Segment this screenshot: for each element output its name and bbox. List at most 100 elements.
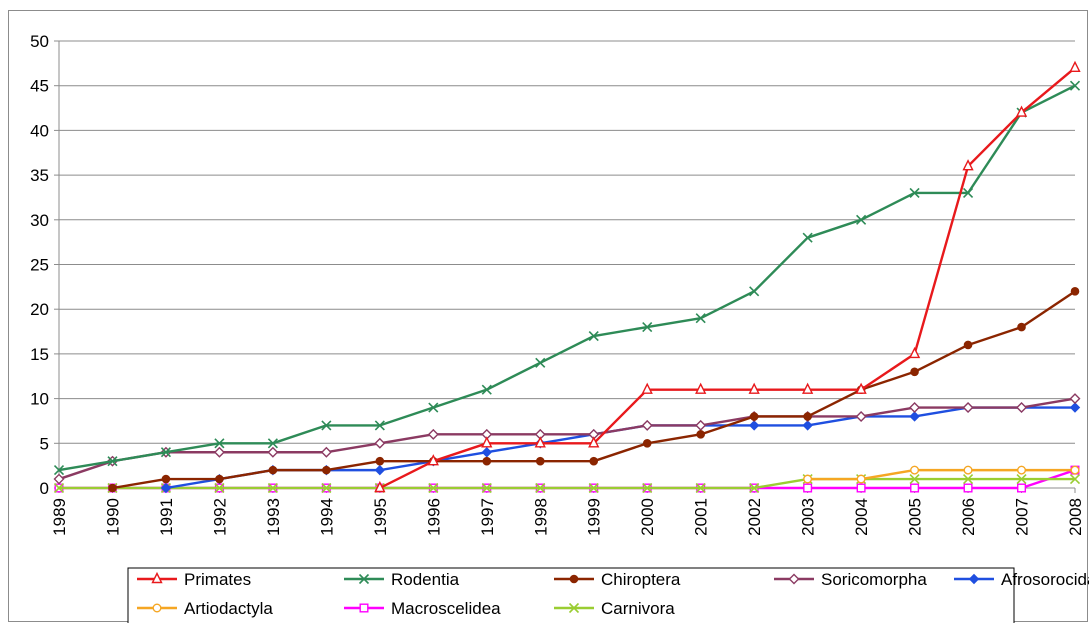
data-point-rodentia-stroke — [214, 438, 225, 449]
data-point-carnivora — [428, 482, 439, 494]
data-point-macroscelidea — [963, 483, 973, 493]
data-point-rodentia-stroke — [267, 438, 278, 449]
data-point-rodentia — [428, 402, 439, 413]
data-point-soricomorpha — [695, 419, 707, 431]
data-point-macroscelidea — [803, 483, 813, 493]
data-point-primates — [481, 436, 493, 448]
y-tick-label: 20 — [30, 300, 49, 319]
data-point-rodentia — [962, 187, 974, 199]
data-point-rodentia — [267, 438, 278, 449]
data-point-carnivora — [53, 482, 65, 494]
data-point-primates — [962, 159, 974, 171]
x-tick-label: 2006 — [959, 498, 978, 536]
x-tick-label: 1992 — [210, 498, 229, 536]
series-line-artiodactyla — [807, 468, 1075, 481]
x-tick-label: 1997 — [478, 498, 497, 536]
data-point-primates — [695, 382, 707, 394]
data-point-carnivora-stroke — [321, 482, 332, 494]
data-point-rodentia — [321, 420, 332, 431]
data-point-soricomorpha — [320, 446, 332, 458]
data-point-rodentia — [53, 465, 65, 476]
data-point-carnivora-stroke — [695, 482, 706, 494]
data-point-rodentia — [535, 357, 546, 368]
data-point-rodentia — [909, 187, 920, 199]
y-tick-label: 15 — [30, 345, 49, 364]
data-point-carnivora-stroke — [749, 482, 760, 494]
data-point-soricomorpha — [641, 419, 653, 431]
data-point-rodentia — [642, 322, 653, 333]
legend-label-rodentia: Rodentia — [391, 570, 460, 589]
legend-marker-afrosorocida — [968, 573, 980, 585]
data-point-rodentia — [749, 286, 760, 297]
data-point-primates — [908, 346, 921, 359]
data-point-rodentia-stroke — [909, 187, 920, 199]
legend-marker-primates — [151, 571, 163, 584]
data-point-artiodactyla — [963, 465, 973, 475]
data-point-rodentia-stroke — [802, 232, 813, 243]
legend-label-primates: Primates — [184, 570, 251, 589]
data-point-carnivora — [642, 482, 653, 494]
data-point-carnivora — [695, 482, 706, 494]
data-point-carnivora-stroke — [535, 482, 546, 494]
data-point-chiroptera — [803, 412, 812, 421]
legend-marker-carnivora-stroke — [568, 602, 580, 614]
data-point-rodentia-stroke — [428, 402, 439, 413]
data-point-afrosorocida — [802, 420, 813, 431]
data-point-rodentia — [588, 330, 599, 342]
legend-marker-artiodactyla — [152, 603, 162, 613]
data-point-chiroptera — [375, 456, 385, 466]
series-primates — [374, 60, 1081, 493]
series-soricomorpha — [53, 393, 1081, 485]
data-point-rodentia — [1069, 80, 1081, 91]
legend-marker-rodentia-stroke — [358, 573, 370, 585]
data-point-carnivora-stroke — [909, 473, 920, 485]
data-point-afrosorocida — [748, 420, 760, 431]
y-tick-label: 25 — [30, 256, 49, 275]
x-tick-label: 2001 — [692, 498, 711, 536]
series-artiodactyla — [803, 465, 1080, 484]
data-point-carnivora-stroke — [481, 482, 492, 494]
data-point-chiroptera — [1017, 322, 1026, 332]
data-point-carnivora-stroke — [962, 473, 974, 485]
y-tick-label: 50 — [30, 32, 49, 51]
data-point-rodentia — [107, 456, 118, 467]
legend-marker-carnivora — [568, 602, 580, 614]
series-line-soricomorpha — [58, 397, 1076, 481]
data-point-soricomorpha — [962, 402, 974, 414]
data-point-rodentia-stroke — [321, 420, 332, 431]
series-layer — [53, 60, 1081, 494]
data-point-rodentia — [856, 214, 867, 225]
line-chart: 0 5 10 15 20 25 30 35 40 45 50 1989 1990 1991 1992 199… — [30, 32, 1092, 627]
data-point-primates — [1069, 60, 1081, 73]
data-point-soricomorpha — [213, 446, 225, 458]
data-point-chiroptera — [910, 367, 919, 377]
data-point-chiroptera — [642, 439, 652, 448]
data-point-carnivora-stroke — [1016, 473, 1027, 485]
data-point-rodentia — [481, 384, 492, 395]
data-point-afrosorocida — [1069, 402, 1081, 413]
series-carnivora — [53, 473, 1081, 494]
y-tick-label: 0 — [40, 479, 49, 498]
data-point-afrosorocida — [374, 464, 386, 476]
x-tick-label: 2007 — [1013, 498, 1032, 536]
data-point-primates — [641, 382, 653, 394]
data-point-carnivora — [267, 482, 278, 494]
data-point-carnivora — [481, 482, 492, 494]
data-point-soricomorpha — [855, 410, 867, 422]
data-point-rodentia — [214, 438, 225, 449]
data-point-primates — [427, 454, 439, 466]
data-point-afrosorocida — [481, 447, 492, 458]
data-point-afrosorocida — [909, 411, 920, 422]
data-point-chiroptera — [1070, 287, 1080, 296]
series-line-carnivora — [59, 477, 1075, 490]
y-tick-label: 35 — [30, 166, 49, 185]
data-point-soricomorpha — [1016, 402, 1028, 414]
data-point-carnivora-stroke — [214, 482, 225, 494]
series-line-afrosorocida — [165, 406, 1075, 490]
data-point-primates — [588, 436, 600, 448]
data-point-soricomorpha — [53, 473, 65, 485]
data-point-chiroptera — [322, 465, 331, 475]
data-point-rodentia-stroke — [642, 322, 653, 333]
data-point-chiroptera — [696, 430, 705, 439]
x-tick-label: 2008 — [1066, 498, 1085, 536]
